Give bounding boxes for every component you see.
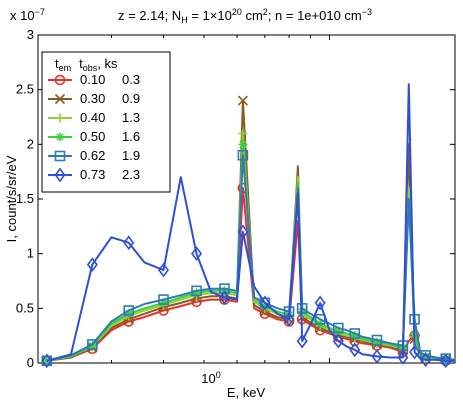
data-point bbox=[87, 341, 97, 351]
legend-tem: 0.62 bbox=[80, 148, 105, 163]
data-point bbox=[158, 294, 169, 305]
data-point bbox=[219, 283, 230, 294]
data-point bbox=[124, 309, 134, 319]
data-point bbox=[409, 344, 421, 360]
y-tick-label: 0.5 bbox=[16, 300, 34, 315]
legend-entry: 0.30 0.9 bbox=[48, 91, 140, 106]
data-point bbox=[123, 305, 134, 316]
data-point bbox=[333, 322, 344, 334]
data-point bbox=[237, 95, 248, 106]
legend-tobs: 1.3 bbox=[122, 110, 140, 125]
data-point bbox=[238, 139, 248, 149]
data-point bbox=[333, 326, 343, 336]
x-axis-label: E, keV bbox=[227, 385, 266, 400]
legend-entry: 0.10 0.3 bbox=[48, 72, 140, 87]
x-axis bbox=[37, 35, 456, 363]
data-point bbox=[237, 149, 249, 161]
data-point bbox=[55, 113, 65, 123]
y-axis-label: I, count/s/sr/eV bbox=[4, 155, 19, 242]
data-point bbox=[349, 342, 361, 358]
data-point bbox=[397, 350, 409, 365]
series-6 bbox=[41, 83, 455, 369]
data-point bbox=[55, 132, 65, 142]
data-point bbox=[218, 290, 230, 305]
data-point bbox=[314, 295, 326, 311]
chart-title: z = 2.14; NH = 1×1020 cm2; n = 1e+010 cm… bbox=[118, 7, 372, 25]
data-point bbox=[260, 301, 270, 311]
x-tick-label: 100 bbox=[201, 370, 220, 386]
data-point bbox=[441, 355, 451, 365]
data-point bbox=[54, 150, 66, 162]
legend-entry: 0.50 1.6 bbox=[48, 129, 140, 144]
data-point bbox=[238, 128, 248, 138]
series-layer bbox=[41, 83, 456, 369]
y-tick-label: 0 bbox=[27, 355, 34, 370]
data-point bbox=[350, 331, 360, 341]
data-point bbox=[87, 339, 98, 350]
y-tick-label: 1.5 bbox=[16, 191, 34, 206]
y-tick-label: 2 bbox=[27, 136, 34, 151]
data-point bbox=[371, 334, 383, 346]
legend-tobs: 0.9 bbox=[122, 91, 140, 106]
data-point bbox=[283, 311, 295, 327]
data-point bbox=[440, 353, 452, 369]
y-tick-label: 2.5 bbox=[16, 82, 34, 97]
data-point bbox=[158, 262, 170, 278]
y-axis: 0 0.5 1 1.5 2 2.5 3 bbox=[16, 27, 455, 370]
data-point bbox=[332, 333, 344, 349]
data-point bbox=[296, 333, 308, 349]
data-point bbox=[191, 285, 202, 297]
data-point bbox=[191, 246, 203, 261]
legend-header: tem tobs, ks bbox=[55, 56, 118, 73]
data-point bbox=[192, 288, 202, 298]
data-point bbox=[314, 313, 326, 325]
legend-entry: 0.73 2.3 bbox=[48, 167, 140, 183]
data-point bbox=[159, 298, 169, 308]
data-point bbox=[371, 349, 383, 364]
data-point bbox=[123, 235, 135, 251]
data-point bbox=[54, 167, 66, 183]
data-point bbox=[41, 353, 53, 369]
y-tick-label: 1 bbox=[27, 246, 34, 261]
data-point bbox=[372, 337, 382, 347]
data-point bbox=[54, 93, 66, 105]
legend-tobs: 0.3 bbox=[122, 72, 140, 87]
legend-tem: 0.30 bbox=[80, 91, 105, 106]
data-point bbox=[349, 328, 361, 339]
legend-tobs: 2.3 bbox=[122, 167, 140, 182]
data-point bbox=[259, 295, 271, 311]
data-point bbox=[86, 257, 98, 272]
legend-entry: 0.40 1.3 bbox=[48, 110, 140, 125]
data-point bbox=[54, 74, 66, 86]
data-point bbox=[420, 352, 432, 368]
y-tick-label: 3 bbox=[27, 27, 34, 42]
legend-tem: 0.10 bbox=[80, 72, 105, 87]
legend-tem: 0.40 bbox=[80, 110, 105, 125]
legend: tem tobs, ks 0.10 0.3 0.30 0.9 0.40 1.3 0.50 1.6… bbox=[41, 51, 171, 193]
legend-entry: 0.62 1.9 bbox=[48, 148, 140, 163]
y-multiplier: x 10−7 bbox=[10, 7, 45, 23]
legend-tobs: 1.6 bbox=[122, 129, 140, 144]
legend-tem: 0.73 bbox=[80, 167, 105, 182]
legend-tobs: 1.9 bbox=[122, 148, 140, 163]
data-point bbox=[237, 224, 249, 240]
legend-tem: 0.50 bbox=[80, 129, 105, 144]
data-point bbox=[421, 351, 431, 361]
